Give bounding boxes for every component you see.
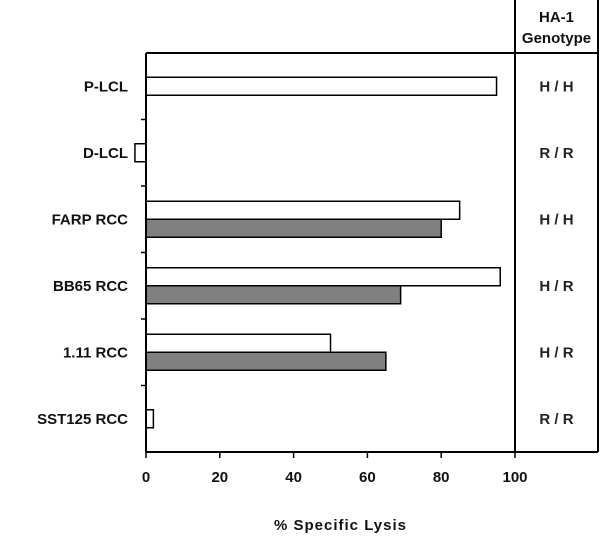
category-label: FARP RCC xyxy=(52,211,129,228)
genotype-value: R / R xyxy=(539,411,573,428)
x-tick-label: 20 xyxy=(211,469,228,486)
category-label: 1.11 RCC xyxy=(63,344,128,361)
bar-series-1 xyxy=(145,409,155,429)
genotype-value: H / H xyxy=(539,78,573,95)
bar-series-1 xyxy=(134,143,147,163)
labels-layer: 0 20 40 60 80 100 % Specific Lysis P-LCL H / H D-… xyxy=(37,9,591,534)
category-label: BB65 RCC xyxy=(53,278,128,295)
bar-series-2 xyxy=(145,351,387,371)
genotype-value: R / R xyxy=(539,145,573,162)
x-tick-label: 60 xyxy=(359,469,376,486)
genotype-value: H / H xyxy=(539,211,573,228)
x-tick-label: 80 xyxy=(433,469,450,486)
genotype-value: H / R xyxy=(539,278,573,295)
bar-series-1 xyxy=(145,333,332,353)
genotype-title-line1: HA-1 xyxy=(539,9,574,26)
x-tick-label: 40 xyxy=(285,469,302,486)
bar-series-1 xyxy=(145,200,461,220)
genotype-value: H / R xyxy=(539,344,573,361)
x-axis-label: % Specific Lysis xyxy=(274,517,407,534)
x-tick-label: 0 xyxy=(142,469,150,486)
category-label: SST125 RCC xyxy=(37,411,128,428)
bar-series-1 xyxy=(145,267,501,287)
bars-layer xyxy=(134,76,501,429)
bar-series-1 xyxy=(145,76,498,96)
genotype-title-line2: Genotype xyxy=(522,30,591,47)
bar-series-2 xyxy=(145,285,402,305)
category-label: D-LCL xyxy=(83,145,128,162)
bar-series-2 xyxy=(145,218,442,238)
x-tick-label: 100 xyxy=(502,469,527,486)
category-label: P-LCL xyxy=(84,78,128,95)
axes-layer xyxy=(141,0,599,458)
